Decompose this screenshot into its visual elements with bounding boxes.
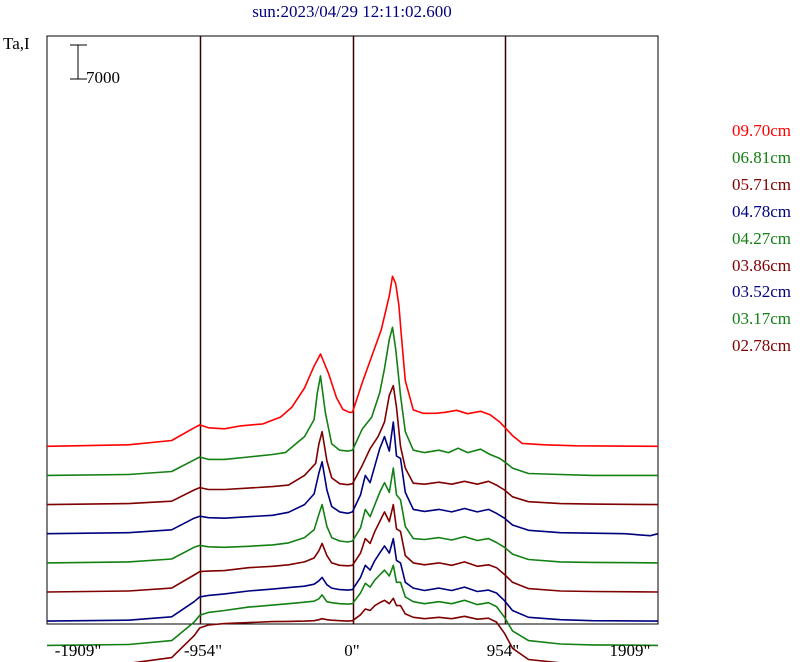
legend-item: 04.27cm: [732, 228, 792, 248]
series-line-04.78cm: [46, 421, 659, 537]
x-tick-label: 954": [487, 641, 519, 660]
x-axis-tick-labels: -1909" -954" 0" 954" 1909": [55, 641, 651, 660]
legend-item: 03.86cm: [732, 255, 792, 275]
legend-item: 03.17cm: [732, 309, 792, 329]
series-line-03.17cm: [46, 564, 659, 647]
legend-item: 09.70cm: [732, 121, 792, 140]
chart-title: sun:2023/04/29 12:11:02.600: [252, 2, 452, 21]
x-tick-label: -1909": [55, 641, 102, 660]
legend-item: 05.71cm: [732, 174, 792, 194]
x-tick-label: 0": [344, 641, 359, 660]
series-line-06.81cm: [46, 326, 658, 477]
plot-area-frame: [46, 35, 659, 625]
legend: 09.70cm 06.81cm 05.71cm 04.78cm 04.27cm …: [732, 118, 791, 360]
series-line-04.27cm: [46, 467, 659, 564]
series-line-03.86cm: [46, 503, 659, 593]
series-line-02.78cm: [132, 597, 560, 662]
y-axis-label: Ta,I: [3, 34, 30, 53]
legend-item: 04.78cm: [732, 201, 792, 221]
series-line-03.52cm: [46, 537, 659, 622]
legend-item: 06.81cm: [732, 147, 792, 167]
scale-bar: 7000: [70, 44, 120, 87]
x-tick-label: 1909": [610, 641, 651, 660]
series-line-09.70cm: [46, 275, 659, 448]
vertical-reference-lines: [199, 36, 507, 624]
series-line-05.71cm: [46, 384, 659, 506]
legend-item: 03.52cm: [732, 282, 792, 302]
scale-bar-label: 7000: [86, 68, 120, 87]
series-layer: [46, 275, 659, 662]
x-tick-label: -954": [184, 641, 222, 660]
legend-item: 02.78cm: [732, 336, 792, 356]
